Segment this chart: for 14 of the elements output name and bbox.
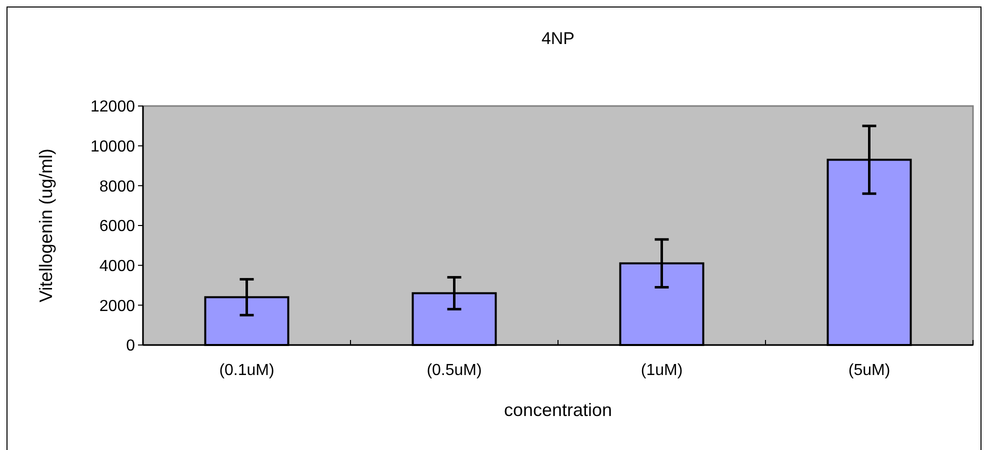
y-tick-label: 8000 (99, 178, 136, 196)
y-tick-label: 10000 (90, 138, 136, 156)
x-axis-title: concentration (504, 400, 612, 420)
y-axis-title: Vitellogenin (ug/ml) (36, 148, 56, 302)
y-tick-label: 2000 (99, 298, 136, 315)
y-tick-label: 6000 (99, 218, 136, 236)
y-tick-label: 4000 (99, 258, 136, 275)
y-tick-label: 0 (126, 338, 136, 355)
y-tick-label: 12000 (90, 98, 136, 116)
x-tick-label: (1uM) (640, 362, 683, 379)
x-tick-label: (0.5uM) (426, 362, 482, 379)
x-tick-label: (0.1uM) (219, 362, 274, 379)
x-tick-label: (5uM) (848, 362, 890, 379)
chart-title: 4NP (541, 29, 575, 48)
